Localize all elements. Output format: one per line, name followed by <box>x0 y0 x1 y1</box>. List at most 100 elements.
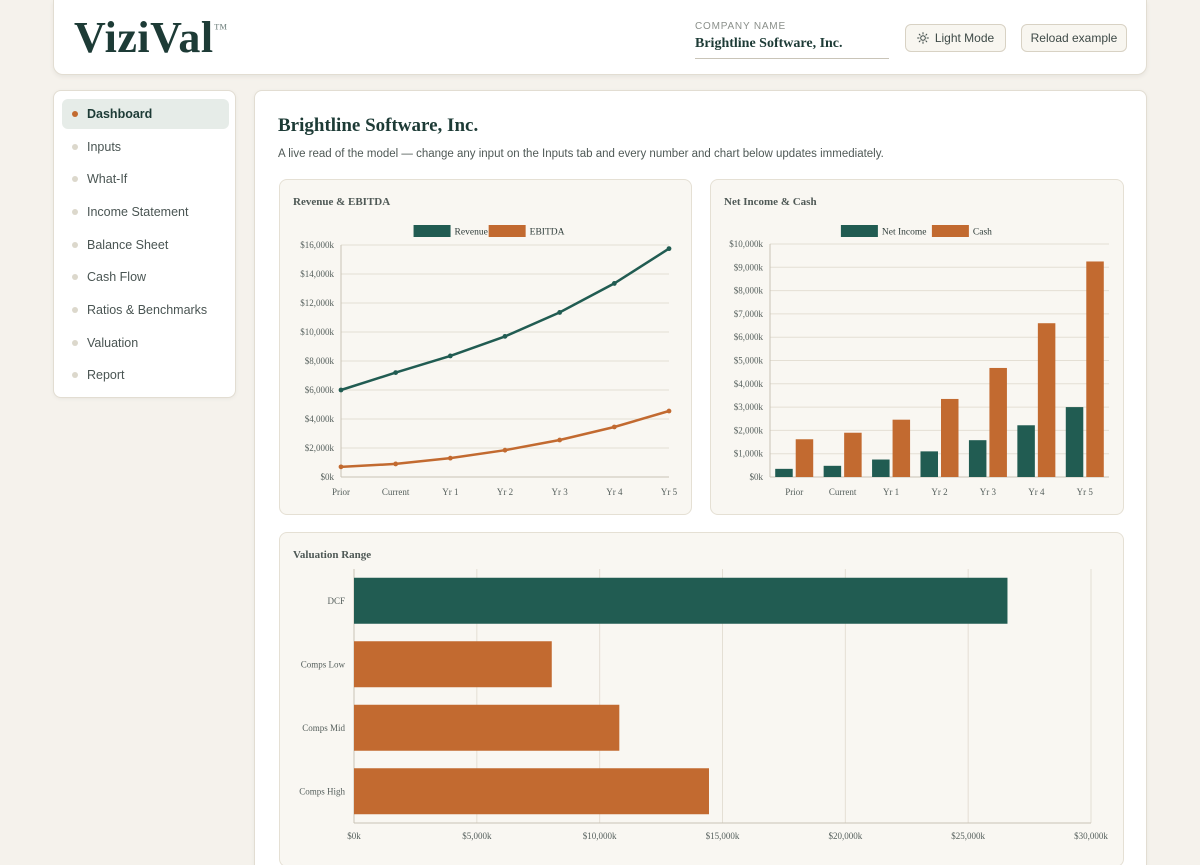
valuation-range-chart: $0k $5,000k $10,000k $15,000k $20,000k $25,00… <box>299 569 1108 841</box>
x-tick-label: $15,000k <box>706 831 740 841</box>
nav-dot-icon <box>72 176 78 182</box>
light-mode-label: Light Mode <box>934 31 995 45</box>
x-tick-label: Yr 1 <box>883 487 899 497</box>
sidebar-item-what-if[interactable]: What-If <box>62 164 229 194</box>
x-tick-label: $20,000k <box>828 831 862 841</box>
point-ebitda <box>393 461 399 467</box>
legend-label-cash: Cash <box>973 228 992 238</box>
nav-dot-icon <box>72 274 78 280</box>
point-ebitda <box>557 437 563 443</box>
nav-dot-icon <box>72 242 78 248</box>
sidebar-item-inputs[interactable]: Inputs <box>62 132 229 162</box>
legend-swatch-net-income <box>840 225 878 237</box>
y-tick-label: $0k <box>750 472 764 482</box>
sidebar-item-label: Report <box>87 368 125 382</box>
y-tick-label: Comps High <box>299 786 345 796</box>
sidebar-item-ratios-benchmarks[interactable]: Ratios & Benchmarks <box>62 295 229 325</box>
x-tick-label: $25,000k <box>951 831 985 841</box>
point-revenue <box>666 246 672 252</box>
bar-cash <box>1037 323 1056 477</box>
net-income-cash-chart: Net Income Cash $0k $1,000k $2,000k $3,000k $4… <box>729 225 1109 497</box>
y-tick-label: Comps Mid <box>302 723 345 733</box>
y-tick-label: $8,000k <box>734 286 764 296</box>
y-tick-label: $3,000k <box>734 402 764 412</box>
legend-swatch-cash <box>931 225 969 237</box>
page-subtitle: A live read of the model — change any in… <box>278 148 884 160</box>
y-tick-label: $14,000k <box>300 269 334 279</box>
logo-trademark: ™ <box>213 22 228 37</box>
x-tick-label: Yr 5 <box>661 487 678 497</box>
point-ebitda <box>666 408 672 414</box>
point-revenue <box>447 353 453 359</box>
valuation-range-card: Valuation Range $0k $5,000k $10,000k $15,00… <box>279 532 1124 865</box>
y-tick-label: $9,000k <box>734 262 764 272</box>
y-tick-label: $12,000k <box>300 298 334 308</box>
point-ebitda <box>447 455 453 461</box>
sidebar-item-dashboard[interactable]: Dashboard <box>62 99 229 129</box>
y-tick-label: $7,000k <box>734 309 764 319</box>
bar-net-income <box>1017 425 1035 477</box>
y-tick-label: $16,000k <box>300 240 334 250</box>
company-name-input[interactable]: Brightline Software, Inc. <box>695 36 889 59</box>
y-tick-label: $5,000k <box>734 356 764 366</box>
revenue-ebitda-card: Revenue & EBITDA Revenue EBITDA $0k $2,000k… <box>279 179 692 515</box>
y-tick-label: $4,000k <box>305 414 335 424</box>
light-mode-button[interactable]: Light Mode <box>905 24 1006 52</box>
sidebar-item-label: Dashboard <box>87 107 153 121</box>
bar-net-income <box>1065 407 1084 477</box>
point-ebitda <box>338 464 344 470</box>
bar-cash <box>989 367 1007 477</box>
bar-cash <box>844 432 862 477</box>
x-tick-label: Yr 2 <box>497 487 513 497</box>
point-revenue <box>611 281 617 286</box>
y-tick-label: $1,000k <box>734 449 764 459</box>
nav-dot-icon <box>72 144 78 150</box>
x-tick-label: $0k <box>347 831 361 841</box>
point-ebitda <box>611 424 617 430</box>
chart-title: Revenue & EBITDA <box>293 196 391 208</box>
x-tick-label: Yr 3 <box>980 487 997 497</box>
company-name-label: COMPANY NAME <box>695 21 786 32</box>
chart-title: Valuation Range <box>293 549 372 561</box>
sidebar-item-income-statement[interactable]: Income Statement <box>62 197 229 227</box>
sidebar: Dashboard Inputs What-If Income Statemen… <box>53 90 236 398</box>
nav-dot-icon <box>72 340 78 346</box>
y-tick-label: DCF <box>327 596 345 606</box>
logo: ViziVal™ <box>74 12 227 63</box>
bar-comps-high <box>354 768 709 815</box>
legend-label-ebitda: EBITDA <box>530 228 565 238</box>
sidebar-item-label: Valuation <box>87 336 139 350</box>
x-tick-label: Yr 3 <box>552 487 569 497</box>
sidebar-item-label: Balance Sheet <box>87 238 169 252</box>
nav-dot-icon <box>72 111 78 117</box>
sidebar-item-report[interactable]: Report <box>62 360 229 390</box>
sidebar-item-cash-flow[interactable]: Cash Flow <box>62 262 229 292</box>
x-tick-label: Yr 4 <box>606 487 623 497</box>
y-tick-label: $6,000k <box>305 385 335 395</box>
y-tick-label: $4,000k <box>734 379 764 389</box>
y-tick-label: $2,000k <box>734 425 764 435</box>
y-tick-label: Comps Low <box>301 659 346 669</box>
point-ebitda <box>502 447 508 453</box>
x-tick-label: Yr 5 <box>1077 487 1094 497</box>
x-tick-label: $30,000k <box>1074 831 1108 841</box>
x-tick-label: Current <box>829 487 857 497</box>
sidebar-item-label: Income Statement <box>87 205 189 219</box>
line-revenue <box>340 247 670 392</box>
net-income-cash-card: Net Income & Cash Net Income Cash $0k $1,00… <box>710 179 1124 515</box>
y-tick-label: $8,000k <box>305 356 335 366</box>
nav-dot-icon <box>72 372 78 378</box>
sun-icon <box>916 32 929 44</box>
reload-example-button[interactable]: Reload example <box>1021 24 1127 52</box>
y-tick-label: $10,000k <box>300 327 334 337</box>
page-title: Brightline Software, Inc. <box>278 115 479 136</box>
company-field-group: COMPANY NAME Brightline Software, Inc. <box>695 21 889 59</box>
sidebar-item-valuation[interactable]: Valuation <box>62 328 229 358</box>
nav-dot-icon <box>72 209 78 215</box>
y-tick-label: $6,000k <box>734 332 764 342</box>
legend-label-revenue: Revenue <box>455 228 488 238</box>
sidebar-item-balance-sheet[interactable]: Balance Sheet <box>62 230 229 260</box>
bar-cash <box>1086 261 1104 477</box>
main-panel: Brightline Software, Inc. A live read of… <box>254 90 1147 865</box>
bar-comps-low <box>354 641 552 688</box>
